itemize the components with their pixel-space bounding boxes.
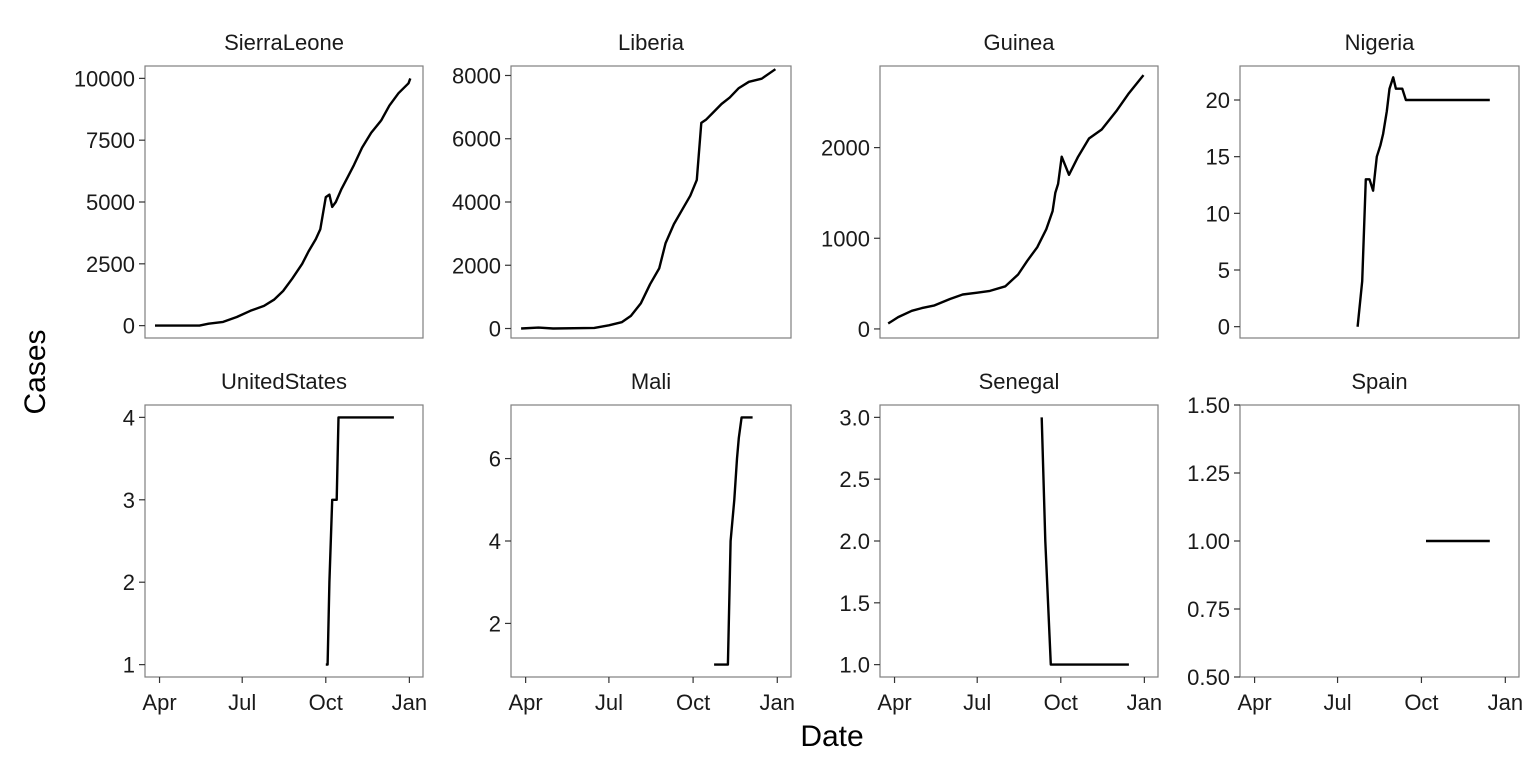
panel-sierraleone: SierraLeone 0 2500 5000 7500 10000 [74, 30, 424, 339]
x-tick-label: Oct [309, 690, 343, 715]
x-tick-label: Jul [595, 690, 623, 715]
x-tick-label: Oct [1404, 690, 1438, 715]
y-tick-label: 3.0 [839, 405, 870, 430]
y-tick-label: 0.50 [1187, 665, 1230, 690]
y-tick-label: 0 [123, 314, 135, 339]
x-tick-label: Jan [1488, 690, 1523, 715]
y-tick-label: 4 [123, 405, 135, 430]
panel-title-unitedstates: UnitedStates [221, 369, 347, 394]
series-line-sierraleone [155, 77, 412, 327]
y-tick-label: 20 [1206, 88, 1230, 113]
y-tick-label: 1.25 [1187, 461, 1230, 486]
x-tick-label: Apr [142, 690, 176, 715]
series-line-nigeria [1356, 76, 1490, 327]
facet-panels: SierraLeone025005000750010000Liberia0200… [74, 30, 1523, 715]
panel-border-nigeria [1239, 65, 1520, 339]
panel-border-guinea [879, 65, 1159, 339]
panel-title-liberia: Liberia [618, 30, 685, 55]
series-line-liberia [521, 68, 777, 330]
x-tick-label: Jan [1127, 690, 1162, 715]
y-tick-label: 4000 [452, 190, 501, 215]
y-tick-label: 1.50 [1187, 393, 1230, 418]
y-tick-label: 5000 [86, 190, 135, 215]
y-axis-title: Cases [19, 329, 52, 414]
panel-unitedstates: UnitedStates 1 2 3 4 Apr Jul Oct Jan [123, 369, 427, 715]
panel-guinea: Guinea 0 1000 2000 [821, 30, 1159, 342]
panel-liberia: Liberia 0 2000 4000 6000 8000 [452, 30, 792, 342]
y-tick-label: 0 [858, 317, 870, 342]
series-line-senegal [1040, 417, 1129, 666]
y-tick-label: 6 [489, 447, 501, 472]
y-tick-label: 10 [1206, 201, 1230, 226]
x-tick-label: Apr [1237, 690, 1271, 715]
panel-border-liberia [510, 65, 792, 339]
y-tick-label: 2500 [86, 252, 135, 277]
panel-title-guinea: Guinea [984, 30, 1056, 55]
panel-border-sierraleone [144, 65, 424, 339]
y-tick-label: 2000 [452, 253, 501, 278]
panel-title-senegal: Senegal [979, 369, 1060, 394]
x-tick-label: Apr [509, 690, 543, 715]
panel-title-spain: Spain [1351, 369, 1407, 394]
y-tick-label: 2.0 [839, 529, 870, 554]
x-tick-label: Jan [760, 690, 795, 715]
panel-title-mali: Mali [631, 369, 671, 394]
x-tick-label: Jul [963, 690, 991, 715]
panel-senegal: Senegal 1.0 1.5 2.0 2.5 3.0 Apr Jul Oct Jan [839, 369, 1162, 715]
y-tick-label: 2 [123, 570, 135, 595]
y-tick-label: 0.75 [1187, 597, 1230, 622]
series-line-unitedstates [325, 416, 394, 666]
y-tick-label: 1000 [821, 226, 870, 251]
y-tick-label: 8000 [452, 63, 501, 88]
y-tick-label: 6000 [452, 127, 501, 152]
y-tick-label: 0 [489, 317, 501, 342]
y-tick-label: 3 [123, 488, 135, 513]
series-line-mali [714, 416, 753, 666]
y-tick-label: 1.5 [839, 591, 870, 616]
panel-border-mali [510, 404, 792, 678]
y-tick-label: 7500 [86, 128, 135, 153]
x-axis-title: Date [800, 720, 863, 753]
x-tick-label: Jul [228, 690, 256, 715]
panel-spain: Spain 0.50 0.75 1.00 1.25 1.50 Apr Jul Oct Jan [1187, 369, 1523, 715]
y-tick-label: 1 [123, 653, 135, 678]
y-tick-label: 2.5 [839, 467, 870, 492]
x-tick-label: Jan [392, 690, 427, 715]
panel-nigeria: Nigeria 0 5 10 15 20 [1206, 30, 1520, 340]
y-tick-label: 2000 [821, 136, 870, 161]
y-tick-label: 0 [1218, 315, 1230, 340]
panel-border-senegal [879, 404, 1159, 678]
y-tick-label: 2 [489, 611, 501, 636]
panel-title-sierraleone: SierraLeone [224, 30, 344, 55]
series-line-guinea [887, 74, 1145, 325]
panel-mali: Mali 2 4 6 Apr Jul Oct Jan [489, 369, 795, 715]
x-tick-label: Apr [877, 690, 911, 715]
x-tick-label: Jul [1323, 690, 1351, 715]
panel-title-nigeria: Nigeria [1345, 30, 1415, 55]
y-tick-label: 5 [1218, 258, 1230, 283]
y-tick-label: 4 [489, 529, 501, 554]
x-tick-label: Oct [1044, 690, 1078, 715]
y-tick-label: 15 [1206, 145, 1230, 170]
x-tick-label: Oct [676, 690, 710, 715]
y-tick-label: 1.00 [1187, 529, 1230, 554]
panel-border-unitedstates [144, 404, 424, 678]
y-tick-label: 10000 [74, 66, 135, 91]
y-tick-label: 1.0 [839, 653, 870, 678]
